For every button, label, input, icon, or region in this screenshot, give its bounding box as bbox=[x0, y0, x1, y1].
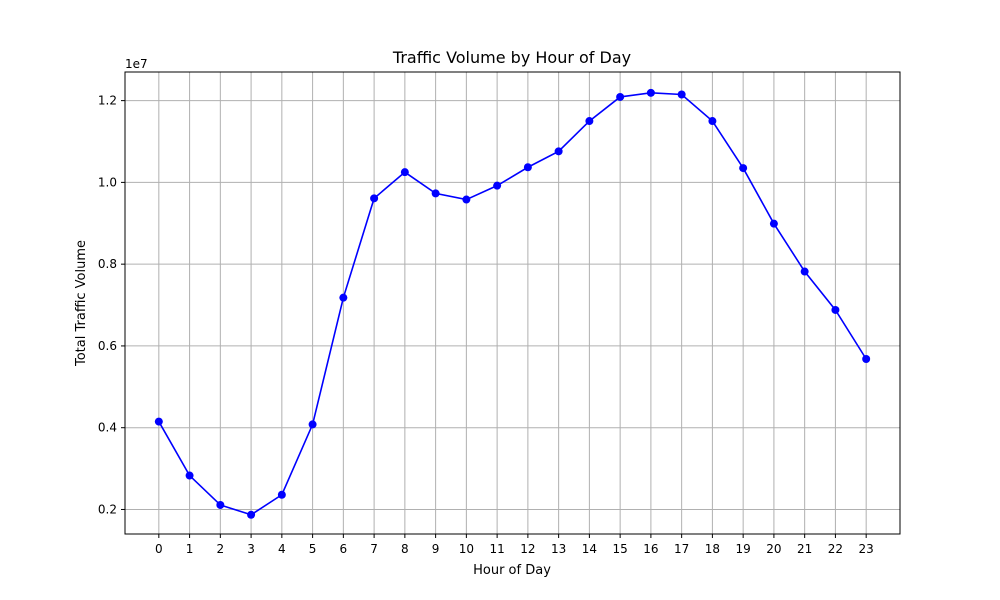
y-tick-label: 1.0 bbox=[98, 175, 117, 189]
data-point bbox=[739, 164, 748, 173]
x-tick-label: 4 bbox=[278, 542, 286, 556]
x-tick-label: 11 bbox=[489, 542, 504, 556]
data-point bbox=[523, 163, 532, 172]
x-tick-label: 7 bbox=[370, 542, 378, 556]
y-tick-label: 0.6 bbox=[98, 339, 117, 353]
data-point bbox=[831, 305, 840, 314]
data-point bbox=[616, 92, 625, 101]
x-tick-label: 6 bbox=[340, 542, 348, 556]
x-axis-label: Hour of Day bbox=[473, 563, 551, 578]
y-tick-label: 0.2 bbox=[98, 502, 117, 516]
axis-ticks: 0 1 2 3 4 5 6 7 8 9 10 11 12 13 14 15 16 17 18 19 20 21 22 230.… bbox=[98, 94, 874, 556]
data-point bbox=[154, 417, 163, 426]
data-point bbox=[431, 189, 440, 198]
x-tick-label: 5 bbox=[309, 542, 317, 556]
data-point bbox=[247, 510, 256, 519]
data-point bbox=[400, 168, 409, 177]
data-point bbox=[677, 90, 686, 99]
x-tick-label: 23 bbox=[859, 542, 874, 556]
x-tick-label: 15 bbox=[612, 542, 627, 556]
data-point bbox=[277, 490, 286, 499]
x-tick-label: 2 bbox=[217, 542, 225, 556]
data-point bbox=[554, 147, 563, 156]
data-point bbox=[339, 293, 348, 302]
x-tick-label: 16 bbox=[643, 542, 658, 556]
plot-frame bbox=[124, 71, 901, 535]
series-line bbox=[158, 92, 867, 516]
data-point bbox=[462, 195, 471, 204]
y-tick-label: 1.2 bbox=[98, 94, 117, 108]
data-point bbox=[493, 181, 502, 190]
x-tick-label: 0 bbox=[155, 542, 163, 556]
data-point bbox=[185, 471, 194, 480]
data-point bbox=[585, 117, 594, 126]
x-tick-label: 14 bbox=[582, 542, 597, 556]
data-point bbox=[800, 267, 809, 276]
x-tick-label: 13 bbox=[551, 542, 566, 556]
data-point bbox=[216, 500, 225, 509]
y-tick-label: 0.4 bbox=[98, 421, 117, 435]
chart-title: Traffic Volume by Hour of Day bbox=[392, 48, 631, 67]
x-tick-label: 20 bbox=[766, 542, 781, 556]
x-tick-label: 3 bbox=[247, 542, 255, 556]
x-tick-label: 18 bbox=[705, 542, 720, 556]
x-tick-label: 9 bbox=[432, 542, 440, 556]
series-layer bbox=[154, 88, 871, 519]
data-point bbox=[370, 194, 379, 203]
y-axis-label: Total Traffic Volume bbox=[74, 240, 89, 367]
x-tick-label: 17 bbox=[674, 542, 689, 556]
grid bbox=[125, 72, 900, 534]
data-point bbox=[708, 117, 717, 126]
x-tick-label: 19 bbox=[736, 542, 751, 556]
x-tick-label: 8 bbox=[401, 542, 409, 556]
x-tick-label: 12 bbox=[520, 542, 535, 556]
data-point bbox=[308, 420, 317, 429]
y-tick-label: 0.8 bbox=[98, 257, 117, 271]
data-point bbox=[769, 219, 778, 228]
data-point bbox=[646, 88, 655, 97]
x-tick-label: 1 bbox=[186, 542, 194, 556]
x-tick-label: 22 bbox=[828, 542, 843, 556]
x-tick-label: 21 bbox=[797, 542, 812, 556]
x-tick-label: 10 bbox=[459, 542, 474, 556]
y-axis-offset-label: 1e7 bbox=[125, 57, 148, 71]
data-point bbox=[862, 355, 871, 364]
